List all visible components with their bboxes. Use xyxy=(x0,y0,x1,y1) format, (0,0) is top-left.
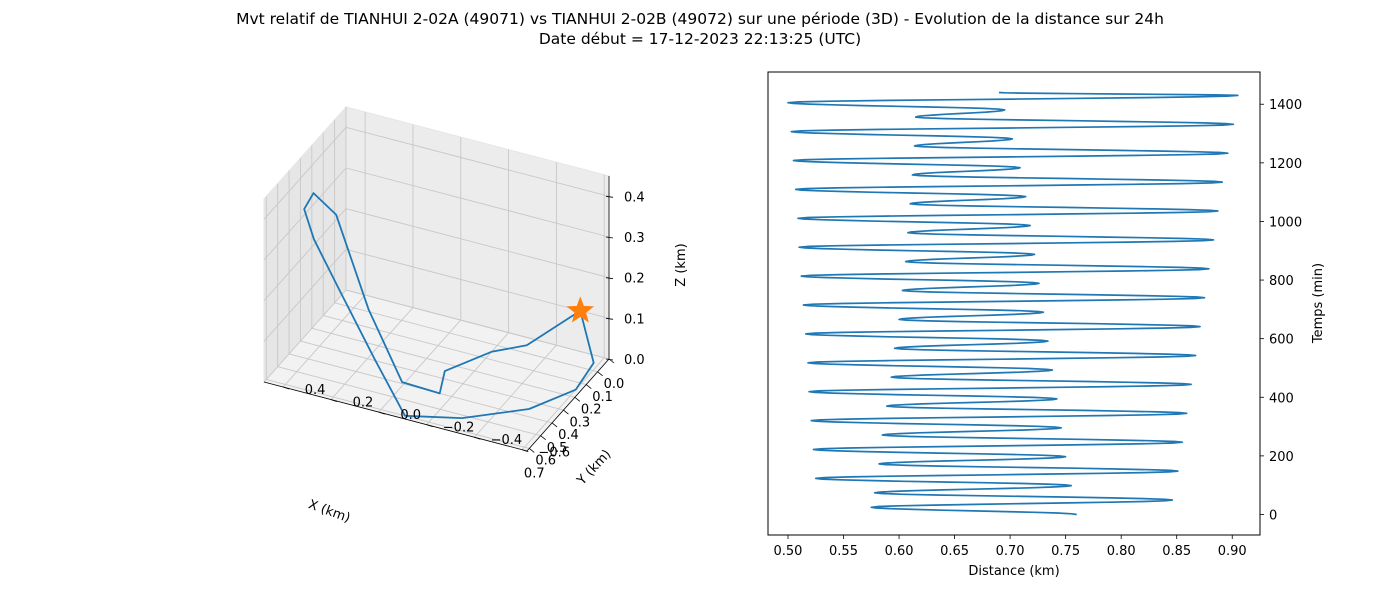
trajectory-line xyxy=(303,192,595,420)
z-axis-label: Z (km) xyxy=(674,243,689,286)
grid-line xyxy=(263,289,347,383)
x-tick-label: 0.65 xyxy=(940,544,969,559)
x-axis-label: Distance (km) xyxy=(968,564,1059,579)
grid-line xyxy=(311,327,575,398)
x-tick-label: 0.2 xyxy=(581,403,602,418)
x-tick xyxy=(585,384,592,389)
y-tick-label: 0.0 xyxy=(400,408,421,423)
y-tick xyxy=(474,436,481,440)
y-tick-label: 0 xyxy=(1269,508,1277,523)
y-axis-line xyxy=(263,381,528,452)
grid-line xyxy=(345,167,610,238)
start-marker xyxy=(566,296,595,323)
x-tick-label: 0.1 xyxy=(592,390,613,405)
z-tick-label: 0.1 xyxy=(624,312,645,327)
grid-line xyxy=(263,127,347,220)
x-tick-label: 0.5 xyxy=(547,441,568,456)
x-tick xyxy=(563,409,569,415)
y-tick-label: −0.6 xyxy=(538,446,570,461)
y-tick xyxy=(522,449,529,453)
grid-line xyxy=(334,302,598,373)
z-tick xyxy=(605,195,614,198)
z-tick xyxy=(605,236,614,239)
grid-line xyxy=(345,289,610,360)
grid-line xyxy=(345,248,610,319)
z-tick-label: 0.2 xyxy=(624,272,645,287)
y-axis-label: Y (km) xyxy=(574,447,615,489)
y-tick-label: 1400 xyxy=(1269,98,1302,113)
x-tick-label: 0.80 xyxy=(1107,544,1136,559)
y-axis-label: Temps (min) xyxy=(1311,263,1326,344)
x-tick-label: 0.3 xyxy=(569,415,590,430)
y-tick-label: 1000 xyxy=(1269,215,1302,230)
z-tick xyxy=(605,358,614,361)
y-tick xyxy=(283,386,290,390)
grid-line xyxy=(300,340,564,411)
x-tick xyxy=(540,435,546,440)
x-axis-label: X (km) xyxy=(306,497,352,526)
grid-line xyxy=(323,315,587,385)
x-tick-label: 0.50 xyxy=(774,544,803,559)
y-tick xyxy=(378,411,385,415)
y-tick-label: 200 xyxy=(1269,450,1294,465)
grid-line xyxy=(277,366,541,437)
grid-line xyxy=(521,357,605,451)
y-tick-label: 800 xyxy=(1269,274,1294,289)
z-tick-label: 0.3 xyxy=(624,231,645,246)
z-tick-label: 0.4 xyxy=(624,190,645,205)
x-tick-label: 0.60 xyxy=(885,544,914,559)
figure-title: Mvt relatif de TIANHUI 2-02A (49071) vs … xyxy=(236,10,1164,28)
x-tick-label: 0.75 xyxy=(1051,544,1080,559)
z-tick xyxy=(605,277,614,280)
x-tick xyxy=(574,397,581,402)
grid-line xyxy=(263,208,347,301)
grid-line xyxy=(378,319,462,413)
y-tick xyxy=(330,399,338,402)
x-tick-label: 0.6 xyxy=(535,454,556,469)
x-tick xyxy=(551,422,558,428)
x-tick xyxy=(597,371,603,377)
grid-line xyxy=(266,379,530,449)
distance-series-line xyxy=(787,91,1239,516)
x-tick-label: 0.0 xyxy=(604,377,625,392)
y-tick-label: 600 xyxy=(1269,333,1294,348)
grid-line xyxy=(263,249,347,342)
grid-line xyxy=(474,344,557,438)
x-tick-label: 0.90 xyxy=(1218,544,1247,559)
y-tick-label: 400 xyxy=(1269,391,1294,406)
y-tick-label: −0.4 xyxy=(491,433,523,448)
plot-frame xyxy=(767,71,1261,536)
x-tick xyxy=(529,448,535,453)
x-tick-label: 0.7 xyxy=(524,466,545,481)
z-tick-label: 0.0 xyxy=(624,353,645,368)
grid-line xyxy=(426,332,509,425)
x-tick-label: 0.4 xyxy=(558,428,579,443)
x-tick-label: 0.85 xyxy=(1162,544,1191,559)
y-tick xyxy=(426,424,433,428)
grid-line xyxy=(345,126,610,197)
x-tick-label: 0.55 xyxy=(829,544,858,559)
y-tick-label: −0.2 xyxy=(443,421,475,436)
trajectory-3d-plot: 0.00.10.20.30.40.50.60.7−0.6−0.4−0.20.00… xyxy=(263,105,689,526)
y-tick-label: 1200 xyxy=(1269,157,1302,172)
grid-line xyxy=(282,294,366,388)
z-tick xyxy=(605,317,614,320)
figure-subtitle: Date début = 17-12-2023 22:13:25 (UTC) xyxy=(538,30,862,48)
y-tick-label: 0.4 xyxy=(305,383,326,398)
x-tick-label: 0.70 xyxy=(996,544,1025,559)
grid-line xyxy=(345,208,610,279)
y-tick-label: 0.2 xyxy=(353,396,374,411)
